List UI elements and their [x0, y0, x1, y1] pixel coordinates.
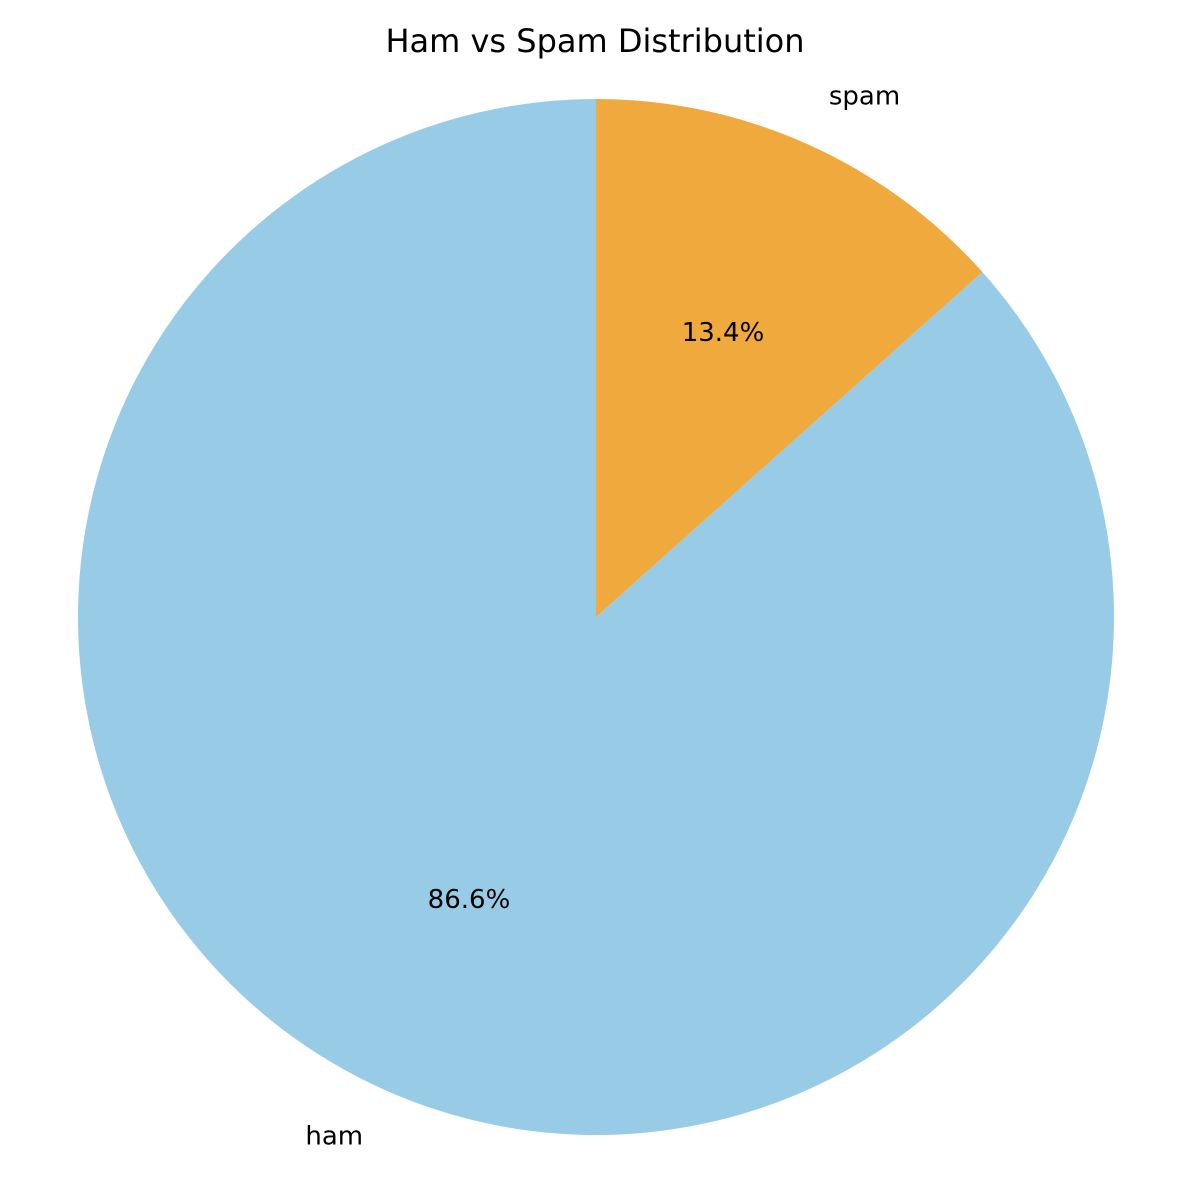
pie-slices	[77, 99, 1114, 1135]
slice-label-spam: spam	[829, 81, 900, 111]
pie-slice-spam	[596, 99, 983, 617]
percent-label-spam: 13.4%	[682, 318, 765, 348]
chart-title: Ham vs Spam Distribution	[385, 22, 804, 60]
pie-labels: ham 86.6% spam 13.4%	[305, 81, 900, 1151]
slice-label-ham: ham	[305, 1122, 363, 1152]
percent-label-ham: 86.6%	[428, 885, 511, 915]
